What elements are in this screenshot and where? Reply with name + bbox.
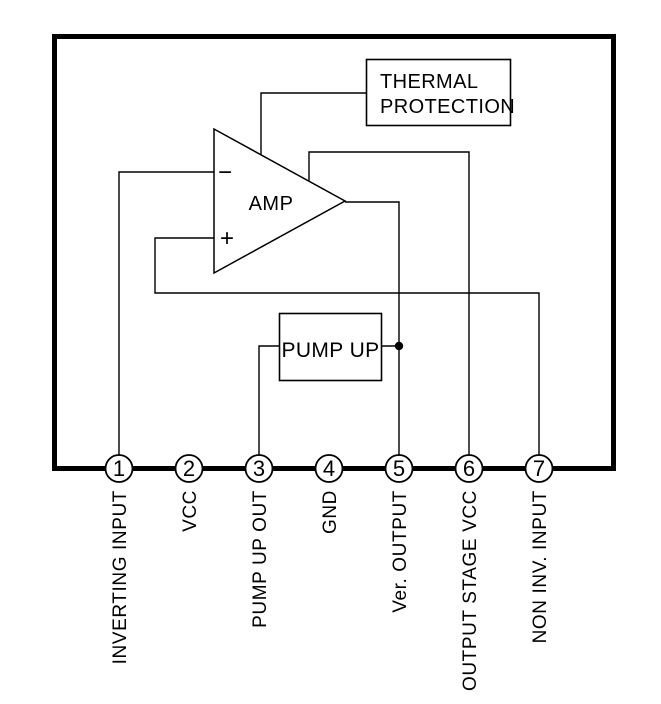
pin-4-label: GND [320,490,341,534]
pump-up-label: PUMP UP [281,339,379,362]
thermal-protection-label-line1: THERMAL [380,71,478,93]
thermal-protection-block: THERMAL PROTECTION [365,58,515,127]
pin-1: 1 INVERTING INPUT [104,454,134,664]
ic-package-outline [52,34,616,471]
pin-2-number: 2 [183,456,195,481]
pin-5-circle [384,454,414,483]
pin-5: 5 Ver. OUTPUT [384,454,414,613]
amp-non-inverting-sign: + [220,225,234,252]
pin-7-label: NON INV. INPUT [530,490,551,643]
pin-6-number: 6 [463,456,475,481]
pin-5-label: Ver. OUTPUT [390,490,411,613]
pin-1-number: 1 [113,456,125,481]
pin-4-circle [314,454,344,483]
wire-output-stage-vcc [308,151,470,455]
wire-thermal-protection [260,92,366,155]
pin-7-number: 7 [533,456,545,481]
junction-dot [394,341,404,351]
wire-pump-up-input [258,345,279,455]
pin-7: 7 NON INV. INPUT [524,454,554,643]
pin-1-label: INVERTING INPUT [110,490,131,664]
amp-inverting-sign: − [218,159,232,186]
pin-3-number: 3 [253,456,265,481]
pin-3-label: PUMP UP OUT [250,490,271,628]
amp-triangle [213,127,347,275]
pin-3: 3 PUMP UP OUT [244,454,274,628]
pin-2: 2 VCC [174,454,204,532]
pin-5-number: 5 [393,456,405,481]
pump-up-block: PUMP UP [278,312,383,382]
pin-2-circle [174,454,204,483]
pin-4-number: 4 [323,456,335,481]
pin-6: 6 OUTPUT STAGE VCC [454,454,484,691]
pin-2-label: VCC [180,490,201,532]
wire-inverting-input [118,171,214,455]
thermal-protection-label-line2: PROTECTION [380,96,515,118]
pump-up-box [278,312,383,382]
pin-6-circle [454,454,484,483]
wire-non-inverting-input [154,237,540,455]
pin-7-circle [524,454,554,483]
pin-4: 4 GND [314,454,344,534]
pin-1-circle [104,454,134,483]
pin-3-circle [244,454,274,483]
thermal-protection-box [365,58,512,127]
pin-6-label: OUTPUT STAGE VCC [460,490,481,691]
amp-label: AMP [249,193,294,215]
wire-amp-output [345,201,400,455]
